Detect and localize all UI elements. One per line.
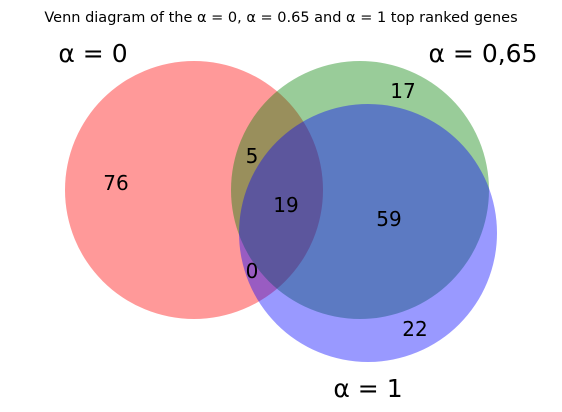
set-circle-alpha-1 xyxy=(239,104,497,362)
diagram-title: Venn diagram of the α = 0, α = 0.65 and … xyxy=(44,10,517,26)
count-only-alpha-1: 22 xyxy=(402,317,427,341)
set-circle-alpha-0-65 xyxy=(231,61,489,319)
set-circle-alpha-0 xyxy=(65,61,323,319)
count-alpha-0-and-0-65: 5 xyxy=(246,144,259,168)
set-label-alpha-1: α = 1 xyxy=(333,374,402,403)
count-alpha-0-65-and-1: 59 xyxy=(376,207,401,231)
count-alpha-0-and-1: 0 xyxy=(246,259,259,283)
set-label-alpha-0-65: α = 0,65 xyxy=(429,39,538,68)
count-only-alpha-0-65: 17 xyxy=(390,79,415,103)
count-only-alpha-0: 76 xyxy=(103,171,128,195)
set-label-alpha-0: α = 0 xyxy=(58,39,127,68)
count-all-three: 19 xyxy=(273,193,298,217)
